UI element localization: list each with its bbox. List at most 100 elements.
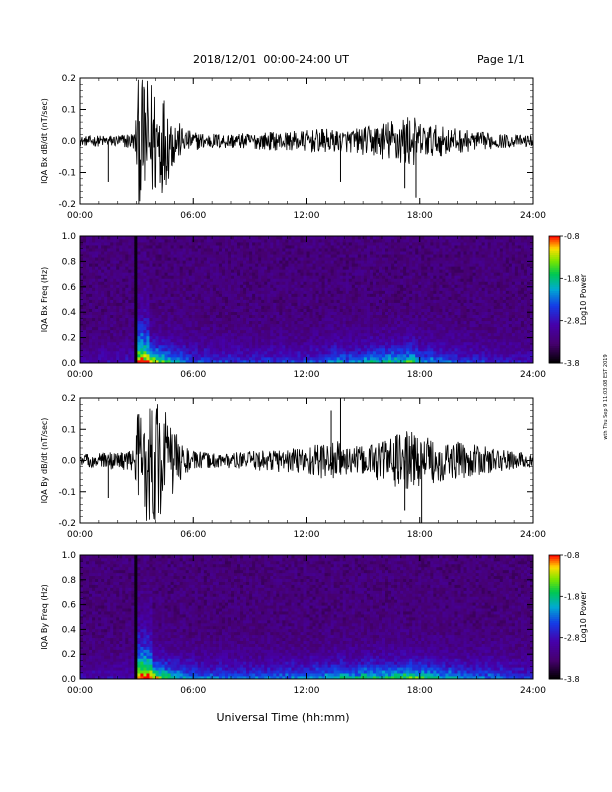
spectrogram-cell xyxy=(164,296,168,300)
spectrogram-cell xyxy=(424,299,428,303)
spectrogram-cell xyxy=(170,317,175,322)
spectrogram-cell xyxy=(406,272,410,276)
spectrogram-cell xyxy=(83,278,87,282)
spectrogram-cell xyxy=(427,344,431,349)
spectrogram-cell xyxy=(131,314,135,319)
spectrogram-cell xyxy=(131,257,135,261)
spectrogram-cell xyxy=(279,314,283,319)
spectrogram-cell xyxy=(372,278,377,282)
spectrogram-cell xyxy=(375,260,380,264)
spectrogram-cell xyxy=(221,278,226,282)
spectrogram-cell xyxy=(152,347,156,352)
spectrogram-cell xyxy=(321,299,326,303)
spectrogram-cell xyxy=(378,269,383,273)
spectrogram-cell xyxy=(113,254,117,258)
spectrogram-cell xyxy=(421,335,425,340)
spectrogram-cell xyxy=(104,344,108,349)
spectrogram-cell xyxy=(327,314,332,319)
spectrogram-cell xyxy=(363,278,368,282)
spectrogram-cell xyxy=(173,356,178,361)
spectrogram-cell xyxy=(394,260,398,264)
spectrogram-cell xyxy=(409,341,413,346)
spectrogram-cell xyxy=(351,356,356,361)
spectrogram-cell xyxy=(276,347,280,352)
spectrogram-cell xyxy=(209,269,214,273)
spectrogram-cell xyxy=(348,341,353,346)
spectrogram-cell xyxy=(258,236,262,240)
spectrogram-cell xyxy=(179,263,184,267)
spectrogram-cell xyxy=(351,266,356,270)
spectrogram-cell xyxy=(176,359,181,364)
spectrogram-cell xyxy=(424,287,428,291)
spectrogram-cell xyxy=(357,254,362,258)
spectrogram-cell xyxy=(282,248,286,252)
spectrogram-cell xyxy=(385,314,389,319)
spectrogram-cell xyxy=(288,266,292,270)
spectrogram-cell xyxy=(215,257,220,261)
spectrogram-cell xyxy=(400,254,404,258)
spectrogram-cell xyxy=(252,332,256,337)
spectrogram-cell xyxy=(173,254,178,258)
spectrogram-cell xyxy=(315,329,319,334)
spectrogram-cell xyxy=(415,272,419,276)
spectrogram-cell xyxy=(279,353,283,358)
spectrogram-cell xyxy=(188,335,193,340)
spectrogram-cell xyxy=(378,248,383,252)
spectrogram-cell xyxy=(366,293,371,297)
spectrogram-cell xyxy=(155,236,159,240)
spectrogram-cell xyxy=(391,287,395,291)
spectrogram-cell xyxy=(297,356,301,361)
spectrogram-cell xyxy=(288,326,292,331)
spectrogram-cell xyxy=(255,281,259,285)
spectrogram-cell xyxy=(360,266,365,270)
spectrogram-cell xyxy=(403,329,407,334)
spectrogram-cell xyxy=(388,278,392,282)
spectrogram-cell xyxy=(327,359,332,364)
spectrogram-cell xyxy=(119,272,123,276)
spectrogram-cell xyxy=(388,323,392,328)
spectrogram-cell xyxy=(224,260,229,264)
spectrogram-cell xyxy=(101,275,105,279)
spectrogram-cell xyxy=(224,320,229,325)
spectrogram-cell xyxy=(116,353,120,358)
spectrogram-cell xyxy=(173,335,178,340)
spectrogram-cell xyxy=(107,326,111,331)
spectrogram-cell xyxy=(110,332,114,337)
spectrogram-cell xyxy=(113,356,117,361)
spectrogram-cell xyxy=(155,260,159,264)
spectrogram-cell xyxy=(167,329,171,334)
spectrogram-cell xyxy=(224,317,229,322)
spectrogram-cell xyxy=(194,353,199,358)
spectrogram-cell xyxy=(312,248,316,252)
spectrogram-cell xyxy=(203,254,208,258)
spectrogram-cell xyxy=(385,239,389,243)
spectrogram-cell xyxy=(369,356,374,361)
spectrogram-cell xyxy=(294,260,298,264)
spectrogram-cell xyxy=(80,275,84,279)
spectrogram-cell xyxy=(412,338,416,343)
spectrogram-cell xyxy=(98,323,102,328)
spectrogram-cell xyxy=(158,248,162,252)
spectrogram-cell xyxy=(294,257,298,261)
spectrogram-cell xyxy=(158,236,162,240)
spectrogram-cell xyxy=(394,236,398,240)
spectrogram-cell xyxy=(158,353,162,358)
spectrogram-cell xyxy=(285,305,289,309)
spectrogram-cell xyxy=(101,305,105,309)
spectrogram-cell xyxy=(218,257,223,261)
spectrogram-cell xyxy=(86,251,90,255)
spectrogram-cell xyxy=(170,323,175,328)
spectrogram-cell xyxy=(388,320,392,325)
spectrogram-cell xyxy=(291,344,295,349)
spectrogram-cell xyxy=(306,263,310,267)
spectrogram-cell xyxy=(354,239,359,243)
spectrogram-cell xyxy=(385,257,389,261)
spectrogram-cell xyxy=(366,323,371,328)
spectrogram-cell xyxy=(203,269,208,273)
spectrogram-cell xyxy=(336,260,341,264)
spectrogram-cell xyxy=(366,284,371,288)
spectrogram-cell xyxy=(134,251,138,255)
spectrogram-cell xyxy=(360,302,365,306)
spectrogram-cell xyxy=(255,335,259,340)
spectrogram-cell xyxy=(297,269,301,273)
